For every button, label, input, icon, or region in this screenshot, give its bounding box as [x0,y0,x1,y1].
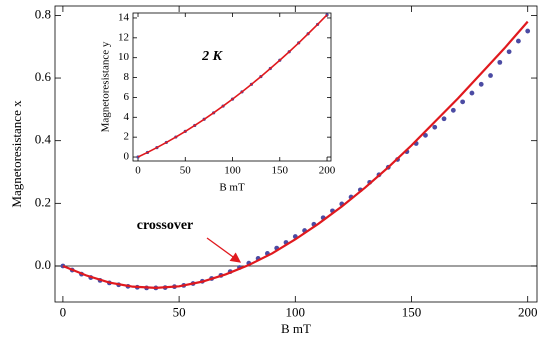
x-tick-label: 50 [173,305,186,320]
data-point [497,59,503,65]
data-point [516,38,521,44]
y-tick-label: 0 [124,151,130,163]
x-axis-label: B mT [219,182,245,194]
annotation: crossover [137,218,194,233]
y-tick-label: 0.4 [35,132,52,147]
y-tick-label: 0.0 [35,257,51,272]
data-point [450,107,456,113]
data-point [460,99,466,105]
plot-frame [54,5,538,303]
data-point [506,49,512,55]
x-axis-label: B mT [281,321,311,336]
y-tick-label: 4 [124,111,130,123]
x-tick-label: 0 [135,164,141,176]
data-point [525,28,531,34]
y-tick-label: 6 [124,91,130,103]
y-tick-label: 0.6 [35,69,52,84]
y-tick-label: 12 [118,31,129,43]
x-tick-label: 200 [518,305,538,320]
x-tick-label: 100 [286,305,306,320]
data-point [432,124,438,130]
inset-title: 2 K [201,49,224,64]
y-tick-label: 14 [118,11,130,23]
y-tick-label: 0.8 [35,6,51,21]
x-tick-label: 100 [224,164,241,176]
data-point [423,132,428,138]
x-tick-label: 150 [272,164,289,176]
data-line [137,14,328,158]
data-point [478,81,484,87]
y-tick-label: 8 [124,71,130,83]
inset: 0 50 100 150 200 0 2 4 6 8 10 12 14 B mT Magnetoresist… [100,11,336,193]
y-tick-label: 0.2 [35,194,51,209]
x-tick-label: 150 [402,305,422,320]
y-axis-label: Magnetoresistance y [100,41,112,132]
annotation-arrow [206,237,242,263]
x-tick-label: 200 [319,164,336,176]
plot-frame [132,12,332,162]
data-point [469,90,475,96]
x-tick-label: 50 [180,164,192,176]
inset-background [133,13,331,161]
y-axis-label: Magnetoresistance x [9,100,24,208]
y-tick-label: 2 [124,131,130,143]
data-line [62,20,529,290]
y-tick-label: 10 [118,51,130,63]
data-point [441,116,447,122]
x-tick-label: 0 [60,305,67,320]
data-point [488,73,493,78]
